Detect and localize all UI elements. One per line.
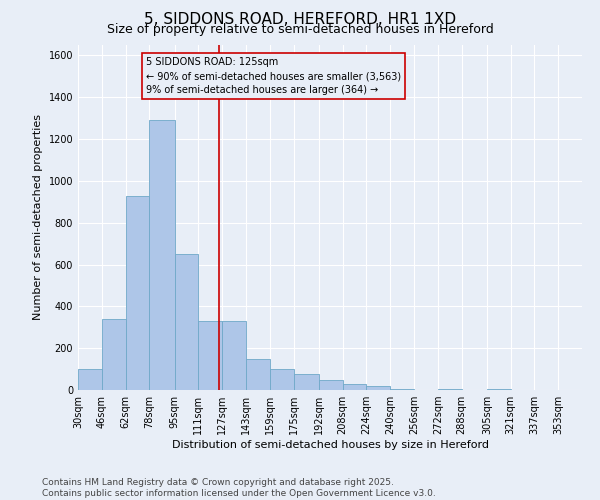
Bar	[343, 384, 367, 390]
Text: 5, SIDDONS ROAD, HEREFORD, HR1 1XD: 5, SIDDONS ROAD, HEREFORD, HR1 1XD	[144, 12, 456, 28]
Bar	[293, 374, 319, 390]
Bar	[199, 321, 222, 390]
Bar	[102, 319, 125, 390]
Bar	[367, 386, 390, 390]
Bar	[270, 369, 293, 390]
X-axis label: Distribution of semi-detached houses by size in Hereford: Distribution of semi-detached houses by …	[172, 440, 488, 450]
Bar	[487, 389, 511, 390]
Text: Contains HM Land Registry data © Crown copyright and database right 2025.
Contai: Contains HM Land Registry data © Crown c…	[42, 478, 436, 498]
Text: 5 SIDDONS ROAD: 125sqm
← 90% of semi-detached houses are smaller (3,563)
9% of s: 5 SIDDONS ROAD: 125sqm ← 90% of semi-det…	[146, 57, 401, 95]
Y-axis label: Number of semi-detached properties: Number of semi-detached properties	[33, 114, 43, 320]
Bar	[390, 389, 414, 390]
Text: Size of property relative to semi-detached houses in Hereford: Size of property relative to semi-detach…	[107, 22, 493, 36]
Bar	[438, 389, 461, 390]
Bar	[246, 358, 270, 390]
Bar	[125, 196, 149, 390]
Bar	[175, 254, 199, 390]
Bar	[319, 380, 343, 390]
Bar	[149, 120, 175, 390]
Bar	[78, 369, 102, 390]
Bar	[222, 321, 246, 390]
